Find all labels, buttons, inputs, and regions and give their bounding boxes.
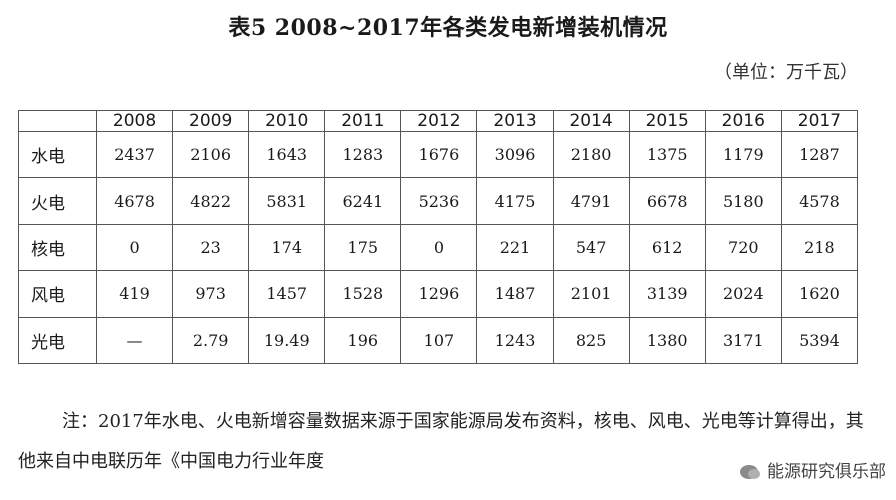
table-cell: 175 — [324, 223, 402, 272]
table-cell: 1283 — [324, 130, 402, 179]
year-header: 2008 — [95, 110, 174, 132]
row-label: 风电 — [18, 270, 97, 318]
table-cell: 2180 — [552, 130, 630, 179]
table-cell: 973 — [172, 270, 250, 318]
table-cell: 218 — [780, 223, 859, 272]
year-header: 2010 — [248, 110, 326, 132]
row-label: 水电 — [18, 130, 97, 179]
table-cell: 419 — [95, 270, 174, 318]
year-header: 2017 — [780, 110, 859, 132]
table-cell: 1243 — [476, 316, 554, 365]
table-cell: 1487 — [476, 270, 554, 318]
table-cell: 2437 — [95, 130, 174, 179]
header-row: 2008 2009 2010 2011 2012 2013 2014 2015 … — [18, 110, 859, 132]
unit-label: （单位：万千瓦） — [714, 62, 858, 83]
table-cell: 1528 — [324, 270, 402, 318]
row-label: 火电 — [18, 177, 97, 225]
watermark-label: 能源研究俱乐部 — [767, 462, 886, 482]
year-header: 2014 — [552, 110, 630, 132]
year-header: 2009 — [172, 110, 250, 132]
table-cell: 1457 — [248, 270, 326, 318]
table-cell: 4578 — [780, 177, 859, 225]
table-cell: 23 — [172, 223, 250, 272]
table-cell: 1643 — [248, 130, 326, 179]
row-label: 核电 — [18, 223, 97, 272]
year-header: 2015 — [628, 110, 706, 132]
table-cell: 1676 — [400, 130, 478, 179]
table-cell: 3096 — [476, 130, 554, 179]
table-cell: 5236 — [400, 177, 478, 225]
table-cell: 547 — [552, 223, 630, 272]
table-cell: 1179 — [704, 130, 782, 179]
wechat-icon — [739, 465, 760, 479]
table-cell: 19.49 — [248, 316, 326, 365]
table-cell: 221 — [476, 223, 554, 272]
table-cell: 0 — [400, 223, 478, 272]
table-cell: 720 — [704, 223, 782, 272]
table-cell: 1287 — [780, 130, 859, 179]
table-title: 表5 2008~2017年各类发电新增装机情况 — [228, 15, 668, 41]
table-row: 火电 4678 4822 5831 6241 5236 4175 4791 66… — [18, 177, 859, 225]
table-row: 水电 2437 2106 1643 1283 1676 3096 2180 13… — [18, 130, 859, 179]
table-cell: 612 — [628, 223, 706, 272]
table-cell: 3171 — [704, 316, 782, 365]
table-cell: 6678 — [628, 177, 706, 225]
corner-cell — [18, 110, 97, 132]
table-cell: 1380 — [628, 316, 706, 365]
row-label: 光电 — [18, 316, 97, 365]
table-cell: 5831 — [248, 177, 326, 225]
table-row: 核电 0 23 174 175 0 221 547 612 720 218 — [18, 223, 859, 272]
year-header: 2012 — [400, 110, 478, 132]
table-cell: 4822 — [172, 177, 250, 225]
table-cell: 174 — [248, 223, 326, 272]
table-row: 光电 — 2.79 19.49 196 107 1243 825 1380 31… — [18, 316, 859, 365]
table-cell: 4678 — [95, 177, 174, 225]
table-cell: 2024 — [704, 270, 782, 318]
table-cell: 2101 — [552, 270, 630, 318]
capacity-table: 2008 2009 2010 2011 2012 2013 2014 2015 … — [18, 110, 859, 365]
table-cell: 5180 — [704, 177, 782, 225]
table-cell: 1375 — [628, 130, 706, 179]
table-cell: 3139 — [628, 270, 706, 318]
table-cell: 1296 — [400, 270, 478, 318]
table-cell: 4175 — [476, 177, 554, 225]
table-cell: — — [95, 316, 174, 365]
table-cell: 825 — [552, 316, 630, 365]
table-row: 风电 419 973 1457 1528 1296 1487 2101 3139… — [18, 270, 859, 318]
source-watermark: 能源研究俱乐部 — [737, 457, 888, 482]
table-cell: 6241 — [324, 177, 402, 225]
year-header: 2011 — [324, 110, 402, 132]
table-cell: 5394 — [780, 316, 859, 365]
table-cell: 107 — [400, 316, 478, 365]
year-header: 2016 — [704, 110, 782, 132]
table-cell: 2106 — [172, 130, 250, 179]
year-header: 2013 — [476, 110, 554, 132]
table-cell: 1620 — [780, 270, 859, 318]
table-cell: 4791 — [552, 177, 630, 225]
table-cell: 2.79 — [172, 316, 250, 365]
table-footnote: 注：2017年水电、火电新增容量数据来源于国家能源局发布资料，核电、风电、光电等… — [18, 411, 864, 472]
table-cell: 196 — [324, 316, 402, 365]
table-cell: 0 — [95, 223, 174, 272]
